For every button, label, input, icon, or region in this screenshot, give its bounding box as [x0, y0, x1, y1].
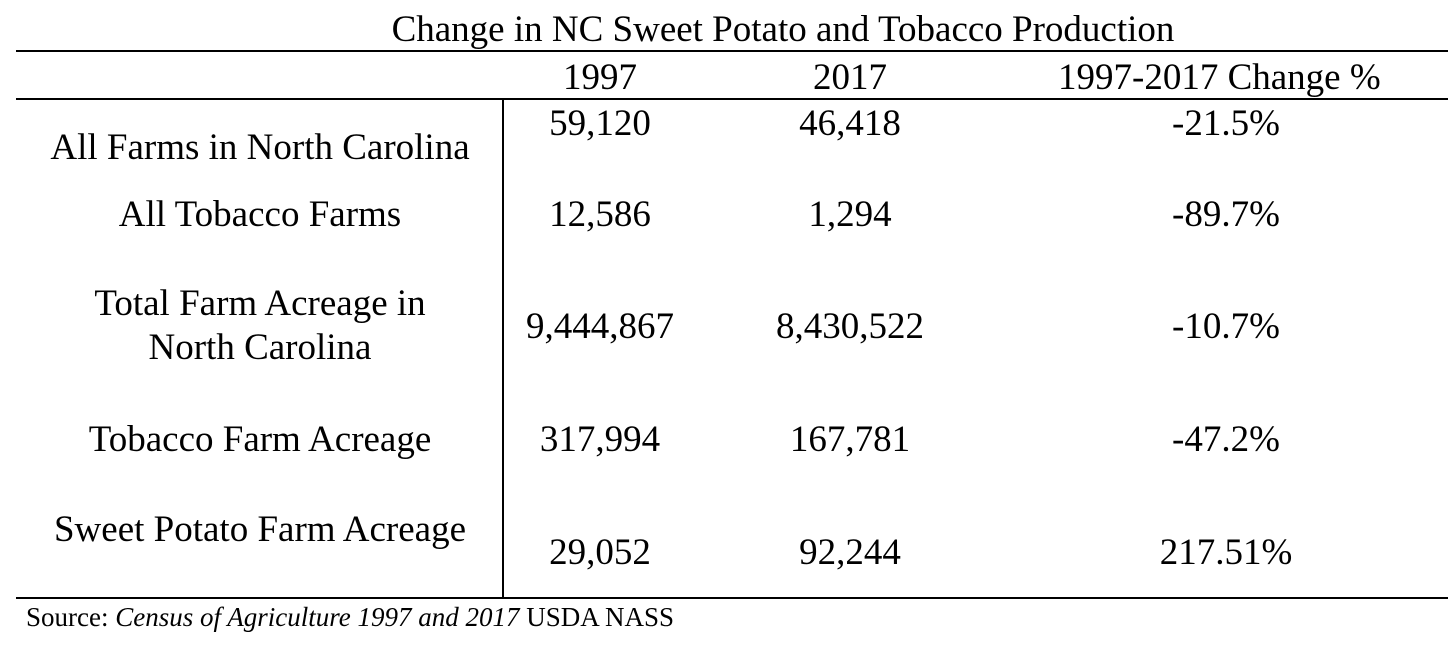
source-prefix: Source: [26, 602, 116, 632]
cell-all-farms-2017: 46,418 [799, 103, 901, 144]
cell-sweet-potato-acreage-change: 217.51% [1159, 532, 1293, 573]
cell-total-acreage-2017: 8,430,522 [776, 306, 924, 347]
cell-tobacco-farms-1997: 12,586 [549, 194, 651, 235]
header-2017: 2017 [813, 57, 887, 98]
source-note: Source: Census of Agriculture 1997 and 2… [26, 599, 674, 635]
table-title: Change in NC Sweet Potato and Tobacco Pr… [391, 9, 1175, 50]
row-label-all-farms: All Farms in North Carolina [50, 127, 470, 168]
source-title: Census of Agriculture 1997 and 2017 [115, 602, 520, 632]
cell-total-acreage-1997: 9,444,867 [526, 306, 674, 347]
row-label-tobacco-farms: All Tobacco Farms [118, 194, 402, 235]
cell-tobacco-farms-2017: 1,294 [808, 194, 892, 235]
row-label-sweet-potato-acreage: Sweet Potato Farm Acreage [53, 509, 467, 550]
cell-tobacco-acreage-change: -47.2% [1172, 419, 1280, 460]
header-rule [16, 98, 1448, 100]
cell-tobacco-acreage-2017: 167,781 [789, 419, 911, 460]
source-suffix: USDA NASS [519, 602, 675, 632]
header-1997: 1997 [563, 57, 637, 98]
top-rule [16, 50, 1448, 52]
cell-all-farms-change: -21.5% [1172, 103, 1280, 144]
cell-sweet-potato-acreage-1997: 29,052 [549, 532, 651, 573]
cell-tobacco-acreage-1997: 317,994 [539, 419, 661, 460]
cell-total-acreage-change: -10.7% [1172, 306, 1280, 347]
row-label-tobacco-acreage: Tobacco Farm Acreage [88, 419, 432, 460]
cell-all-farms-1997: 59,120 [549, 103, 651, 144]
cell-sweet-potato-acreage-2017: 92,244 [799, 532, 901, 573]
header-change: 1997-2017 Change % [1058, 57, 1381, 98]
bottom-rule [16, 597, 1448, 599]
cell-tobacco-farms-change: -89.7% [1172, 194, 1280, 235]
row-label-total-acreage: Total Farm Acreage in North Carolina [94, 283, 426, 368]
label-divider [502, 100, 504, 598]
